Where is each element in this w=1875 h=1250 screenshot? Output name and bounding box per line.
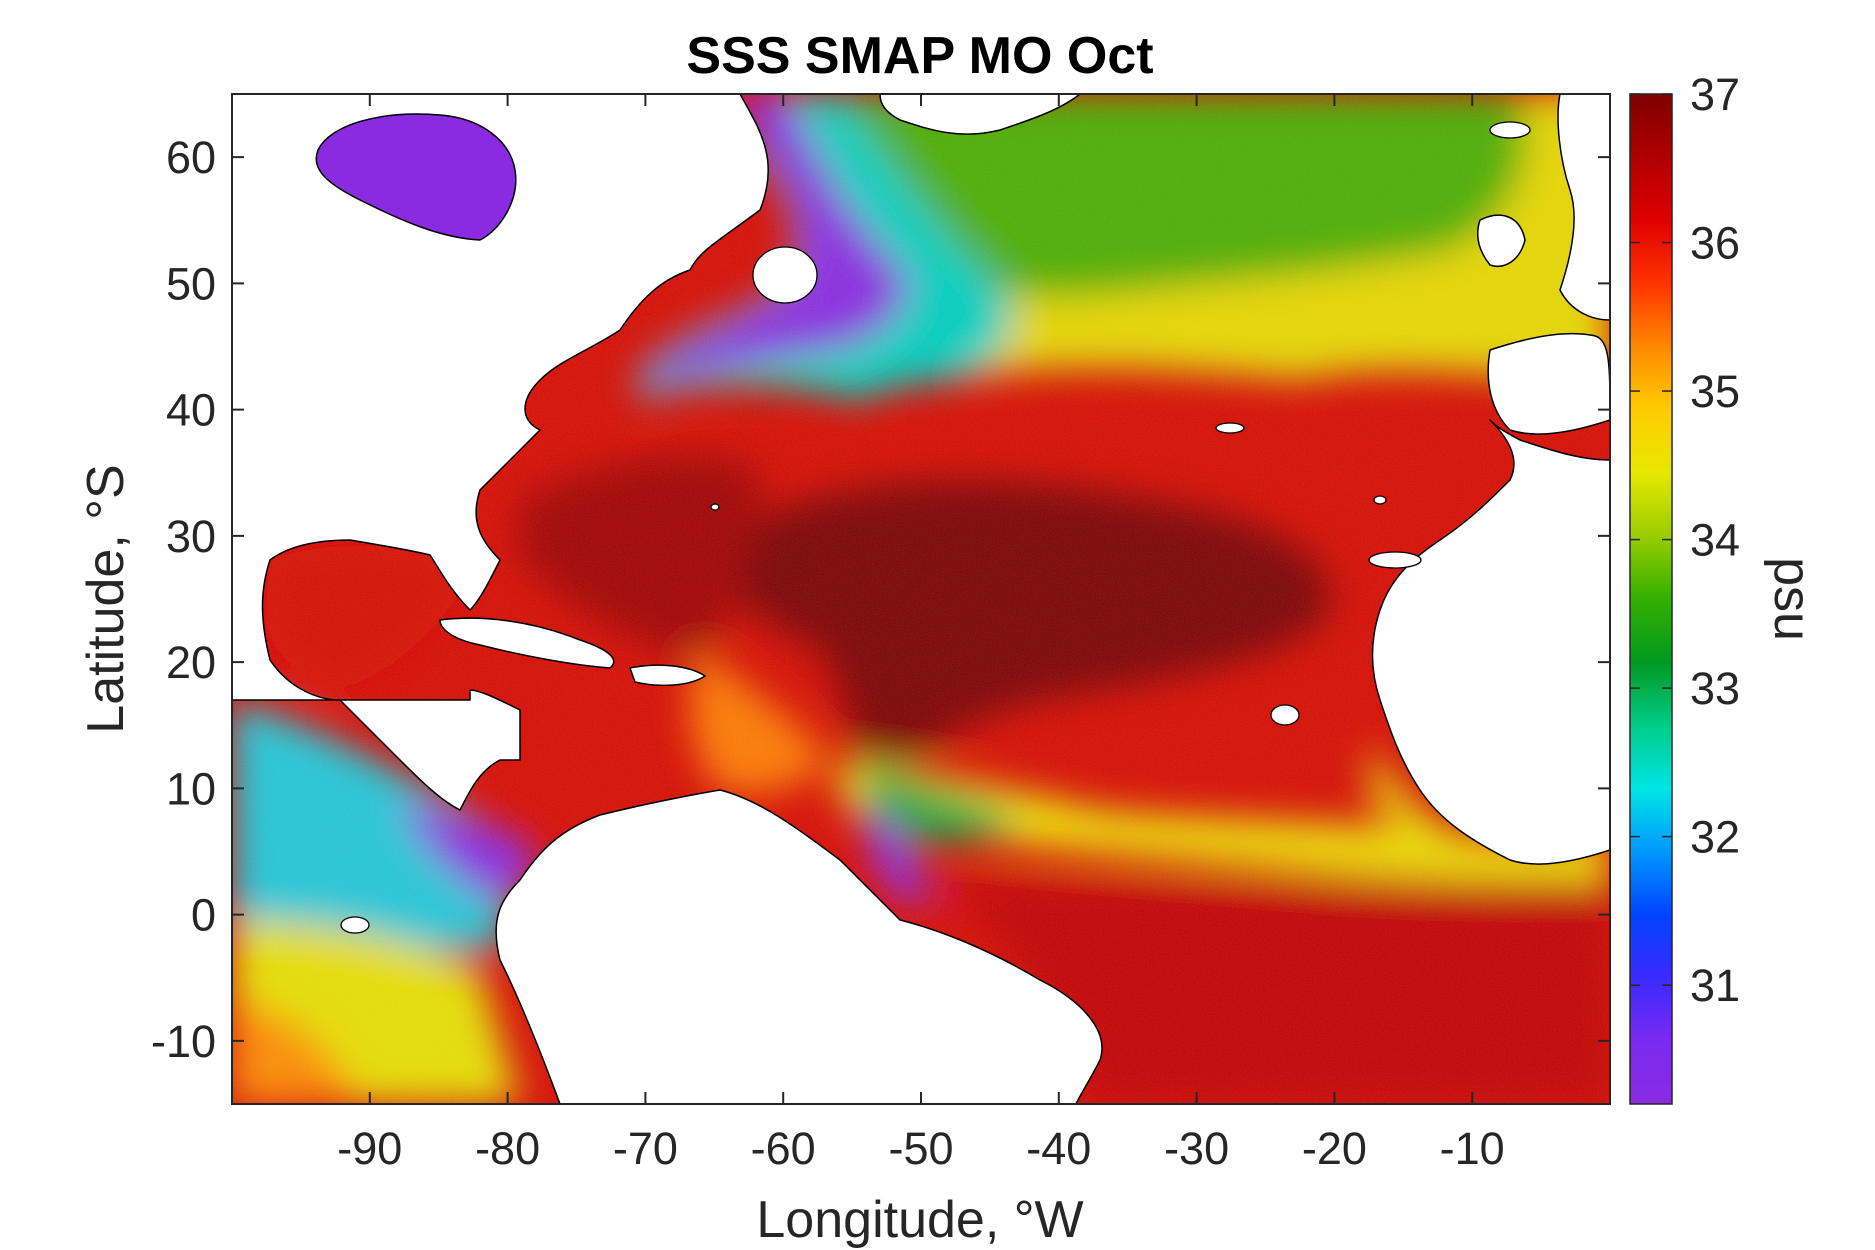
bermuda-island [710, 503, 720, 511]
x-tick-label: -30 [1164, 1123, 1229, 1174]
x-tick-label: -20 [1302, 1123, 1367, 1174]
cape-verde-islands [1270, 704, 1300, 726]
y-tick-label: 40 [166, 385, 216, 436]
europe-land [1557, 94, 1610, 321]
x-tick-label: -70 [613, 1123, 678, 1174]
hispaniola-land [629, 664, 706, 687]
madeira-island [1373, 495, 1387, 505]
y-tick-label: 30 [166, 511, 216, 562]
x-tick-label: -50 [888, 1123, 953, 1174]
greenland-land [879, 94, 1081, 135]
colorbar-tick-label: 33 [1690, 663, 1740, 714]
y-tick-label: 10 [166, 763, 216, 814]
colorbar-tick-label: 34 [1690, 515, 1740, 566]
y-tick-label: 20 [166, 637, 216, 688]
x-tick-label: -90 [337, 1123, 402, 1174]
y-tick-label: 60 [166, 132, 216, 183]
galapagos-islands [340, 916, 370, 934]
colorbar-tick-label: 32 [1690, 812, 1740, 863]
islands [340, 121, 1531, 934]
iceland-island [1489, 121, 1531, 139]
hudson-bay-water-cutout [315, 113, 517, 241]
y-tick-label: -10 [151, 1016, 216, 1067]
iberia-land [1487, 332, 1610, 435]
cuba-land [439, 617, 615, 669]
africa-land [1371, 419, 1610, 865]
x-axis-label: Longitude, °W [756, 1191, 1083, 1249]
colorbar-scale [1629, 93, 1673, 1105]
x-tick-label: -10 [1440, 1123, 1505, 1174]
y-tick-label: 0 [191, 890, 216, 941]
land-masses [232, 94, 1610, 1104]
north-america-land [232, 94, 769, 811]
x-tick-label: -60 [751, 1123, 816, 1174]
salinity-field [232, 94, 1610, 1104]
colorbar-ticks: 31 32 33 34 35 36 37 [1630, 69, 1740, 1011]
colorbar-tick-label: 31 [1690, 960, 1740, 1011]
x-axis-ticks: -90 -80 -70 -60 -50 -40 -30 -20 -10 [337, 94, 1505, 1174]
south-america-land [495, 789, 1103, 1104]
x-tick-label: -40 [1026, 1123, 1091, 1174]
colorbar-tick-label: 37 [1690, 69, 1740, 120]
azores-island [1215, 422, 1245, 434]
colorbar-tick-label: 36 [1690, 218, 1740, 269]
colorbar-label: psu [1763, 557, 1821, 641]
y-axis-ticks: -10 0 10 20 30 40 50 60 [151, 132, 1610, 1067]
newfoundland-island [752, 246, 818, 304]
canary-islands [1368, 551, 1422, 569]
y-tick-label: 50 [166, 258, 216, 309]
colorbar-tick-label: 35 [1690, 366, 1740, 417]
x-tick-label: -80 [475, 1123, 540, 1174]
y-axis-label: Latitude, °S [77, 464, 135, 733]
british-isles-land [1477, 214, 1526, 267]
colorbar: 31 32 33 34 35 36 37 psu [1629, 69, 1821, 1105]
chart-title: SSS SMAP MO Oct [686, 27, 1153, 85]
